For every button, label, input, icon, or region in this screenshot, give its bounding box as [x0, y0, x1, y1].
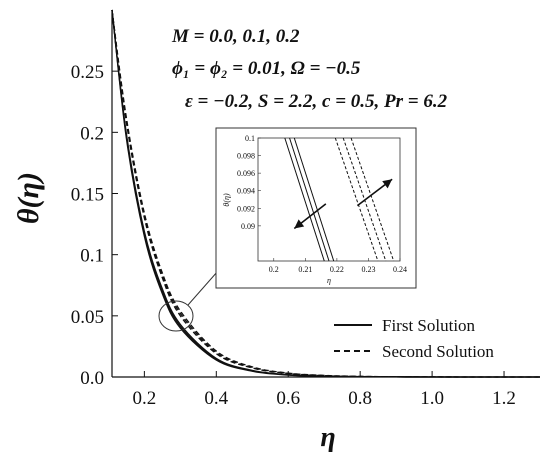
inset-y-tick-label: 0.096	[237, 169, 255, 178]
inset-x-tick-label: 0.24	[393, 265, 407, 274]
inset-y-tick-label: 0.1	[245, 134, 255, 143]
annotation-eps: ε = −0.2, S = 2.2, c = 0.5, Pr = 6.2	[185, 91, 448, 112]
y-ticks: 0.0 0.05 0.1 0.15 0.2 0.25	[71, 62, 118, 389]
y-axis-label: θ(η)	[12, 172, 45, 224]
inset-first-solution-line-2	[289, 137, 330, 262]
inset-arrows	[293, 178, 393, 230]
y-tick-label: 0.0	[80, 368, 104, 389]
y-tick-label: 0.25	[71, 62, 104, 83]
inset-y-tick-label: 0.092	[237, 204, 255, 213]
inset-x-tick-label: 0.2	[269, 265, 279, 274]
inset-arrow-head-2	[382, 179, 393, 189]
y-tick-label: 0.15	[71, 185, 104, 206]
annotation-phi: ϕ₁ = ϕ₂ = 0.01, Ω = −0.5	[172, 58, 361, 79]
zoom-circle	[158, 300, 194, 332]
x-tick-label: 0.8	[348, 388, 372, 409]
legend-label-first: First Solution	[382, 316, 476, 335]
x-tick-label: 0.2	[132, 388, 156, 409]
x-tick-label: 0.6	[276, 388, 300, 409]
inset-first-solution-line-1	[284, 137, 325, 262]
inset-ticks: 0.2 0.21 0.22 0.23 0.24 0.09 0.092 0.094 0.096 0.…	[237, 134, 407, 274]
series-curves	[111, 9, 540, 378]
inset-arrow-head-1	[294, 219, 305, 229]
inset-x-tick-label: 0.22	[330, 265, 344, 274]
inset-chart: 0.2 0.21 0.22 0.23 0.24 0.09 0.092 0.094 0.096 0.…	[215, 127, 417, 289]
legend: First Solution Second Solution	[334, 316, 494, 361]
inset-second-solution-line-1	[334, 137, 379, 262]
inset-y-tick-label: 0.098	[237, 152, 255, 161]
inset-x-label: η	[327, 276, 331, 285]
inset-x-tick-label: 0.23	[361, 265, 375, 274]
second-solution-line-3	[111, 9, 540, 378]
inset-y-tick-label: 0.09	[241, 222, 255, 231]
y-tick-label: 0.2	[80, 123, 104, 144]
legend-label-second: Second Solution	[382, 342, 494, 361]
y-tick-label: 0.05	[71, 307, 104, 328]
inset-second-solution-line-3	[350, 137, 395, 262]
inset-x-tick-label: 0.21	[298, 265, 312, 274]
x-axis-label: η	[320, 422, 335, 453]
inset-lines	[284, 137, 395, 262]
annotation-m: M = 0.0, 0.1, 0.2	[171, 26, 300, 47]
y-tick-label: 0.1	[80, 246, 104, 267]
inset-y-tick-label: 0.094	[237, 187, 255, 196]
inset-y-label: θ(η)	[222, 193, 231, 207]
x-tick-label: 0.4	[204, 388, 228, 409]
x-tick-label: 1.2	[492, 388, 516, 409]
x-ticks: 0.2 0.4 0.6 0.8 1.0 1.2	[132, 371, 516, 409]
inset-first-solution-line-3	[293, 137, 335, 262]
x-tick-label: 1.0	[420, 388, 444, 409]
